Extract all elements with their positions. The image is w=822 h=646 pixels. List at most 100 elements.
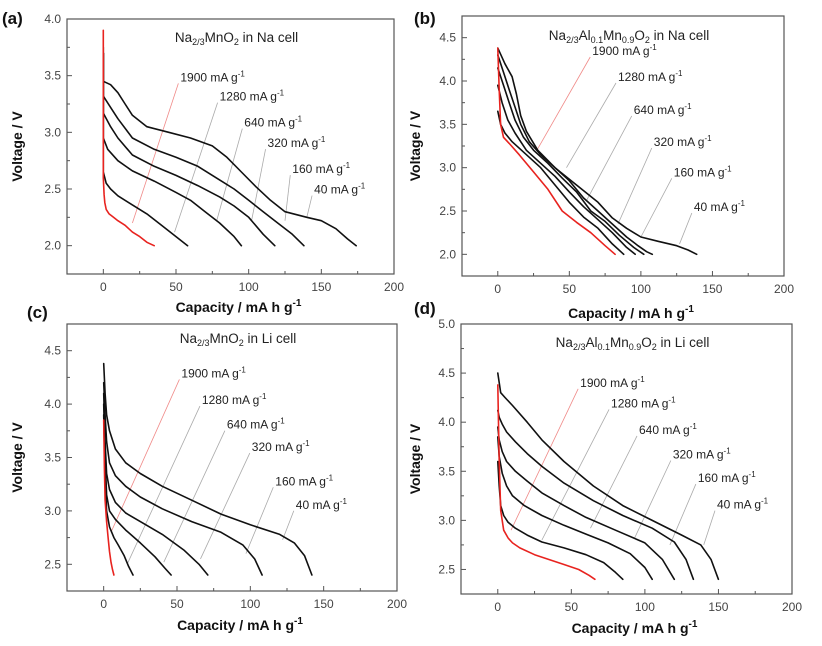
panel-c: 0 50 100 150 200 2.5 3.0 3.5 4.0 4.5 (c) Na2/3MnO2 …: [9, 303, 407, 633]
title-text: MnO: [205, 30, 234, 45]
x-tick-label: 150: [708, 600, 728, 614]
rate-label: 160 mA g-1: [275, 473, 333, 488]
rate-label-text: 640 mA g: [634, 103, 685, 117]
x-axis-label-text: Capacity / mA h g: [177, 617, 294, 633]
leader-line: [703, 510, 716, 546]
leader-line: [245, 487, 274, 554]
rate-label: 640 mA g-1: [639, 422, 697, 437]
title-text: Mn: [610, 335, 629, 350]
leader-line: [537, 56, 591, 149]
title-text: in Na cell: [239, 30, 298, 45]
leader-line: [200, 452, 251, 560]
leader-line: [541, 409, 610, 541]
rate-label-text: 1900 mA g: [181, 366, 238, 380]
title-subscript: 2: [234, 37, 239, 47]
title-subscript: 0.1: [597, 342, 610, 352]
rate-label-text: 320 mA g: [268, 136, 319, 150]
rate-label-text: 160 mA g: [275, 474, 326, 488]
leader-line: [634, 460, 672, 539]
rate-label-text: 160 mA g: [292, 162, 343, 176]
y-axis-label: Voltage / V: [407, 423, 423, 494]
y-tick-label: 3.0: [44, 125, 61, 139]
x-tick-label: 150: [314, 597, 334, 611]
rate-label-sup: -1: [340, 497, 348, 506]
rate-label: 320 mA g-1: [654, 134, 712, 149]
rate-label: 40 mA g-1: [694, 199, 746, 214]
leader-line: [306, 195, 313, 218]
series-line-640: [102, 403, 172, 576]
y-tick-label: 4.0: [439, 74, 456, 88]
rate-label-text: 1900 mA g: [580, 376, 637, 390]
panel-d: 0 50 100 150 200 2.5 3.0 3.5 4.0 4.5 5.0(d) Na2/3Al…: [407, 299, 802, 636]
series-line-640: [496, 84, 637, 256]
series-line-1280: [496, 460, 624, 581]
x-tick-label: 150: [702, 282, 722, 296]
title-subscript: 0.9: [622, 35, 635, 45]
y-axis-label: Voltage / V: [407, 110, 423, 181]
title-subscript: 2/3: [573, 342, 586, 352]
rate-label-sup: -1: [238, 69, 246, 78]
leader-line: [110, 379, 180, 533]
rate-label-text: 1280 mA g: [611, 396, 668, 410]
x-tick-label: 200: [384, 280, 404, 294]
rate-label-text: 640 mA g: [244, 116, 295, 130]
rate-label: 1280 mA g-1: [220, 89, 285, 104]
rate-label-text: 160 mA g: [698, 471, 749, 485]
rate-label-text: 1900 mA g: [180, 70, 237, 84]
series-line-160: [496, 54, 654, 256]
leader-line: [163, 430, 226, 563]
leader-line: [640, 178, 673, 238]
rate-label-sup: -1: [761, 497, 769, 506]
rate-label: 1280 mA g-1: [611, 395, 676, 410]
rate-label-sup: -1: [690, 422, 698, 431]
y-tick-label: 3.5: [44, 69, 61, 83]
rate-label: 640 mA g-1: [244, 115, 302, 130]
rate-label-text: 640 mA g: [227, 418, 278, 432]
leader-line: [282, 510, 295, 540]
series-line-160: [102, 381, 263, 576]
x-axis-label: Capacity / mA h g-1: [572, 619, 698, 636]
x-axis-label-sup: -1: [294, 616, 303, 627]
x-axis-label-sup: -1: [685, 304, 694, 315]
panel-letter: (a): [2, 9, 23, 28]
series-line-160: [102, 52, 305, 247]
plot-frame: [66, 18, 395, 275]
x-axis-label: Capacity / mA h g-1: [176, 298, 302, 315]
title-subscript: 0.9: [629, 342, 642, 352]
rate-label-sup: -1: [278, 417, 286, 426]
y-tick-label: 5.0: [438, 317, 455, 331]
leader-line: [590, 435, 638, 529]
rate-label-text: 320 mA g: [252, 440, 303, 454]
rate-label-sup: -1: [675, 69, 683, 78]
y-tick-label: 2.0: [439, 247, 456, 261]
y-tick-label: 3.5: [438, 464, 455, 478]
rate-label: 1280 mA g-1: [202, 392, 267, 407]
rate-label-text: 320 mA g: [654, 135, 705, 149]
title-subscript: 0.1: [591, 35, 604, 45]
leader-line: [126, 405, 201, 565]
x-tick-label: 100: [240, 597, 260, 611]
panel-letter: (b): [414, 9, 436, 28]
rate-label-sup: -1: [724, 447, 732, 456]
rate-label-sup: -1: [725, 164, 733, 173]
x-axis-label-text: Capacity / mA h g: [572, 620, 689, 636]
title-text: O: [641, 335, 652, 350]
rate-label-sup: -1: [259, 392, 267, 401]
rate-label-sup: -1: [668, 395, 676, 404]
y-tick-label: 2.5: [44, 182, 61, 196]
panel-title: Na2/3MnO2 in Na cell: [175, 30, 298, 47]
leader-line: [566, 82, 617, 168]
title-subscript: 2: [239, 338, 244, 348]
leader-line: [251, 148, 266, 221]
x-tick-label: 100: [239, 280, 259, 294]
x-axis-label: Capacity / mA h g-1: [177, 616, 303, 633]
y-tick-label: 3.5: [44, 451, 61, 465]
x-tick-label: 0: [494, 282, 501, 296]
panel-letter: (d): [414, 299, 436, 318]
panel-title: Na2/3Al0.1Mn0.9O2 in Na cell: [549, 28, 709, 45]
leader-line: [174, 102, 218, 233]
rate-label: 1280 mA g-1: [618, 69, 683, 84]
series-line-1280: [102, 46, 189, 247]
x-axis-label-text: Capacity / mA h g: [176, 299, 293, 315]
x-tick-label: 0: [100, 280, 107, 294]
